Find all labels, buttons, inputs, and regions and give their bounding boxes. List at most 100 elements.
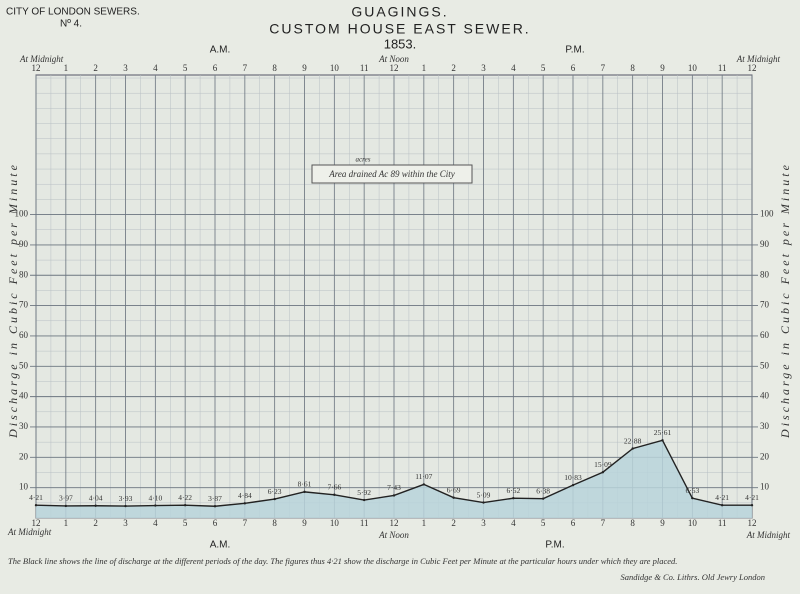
number: Nº 4. bbox=[60, 19, 82, 30]
x-tick-label-top: 8 bbox=[272, 63, 277, 73]
y-tick-label-right: 80 bbox=[760, 269, 770, 279]
x-tick-label: 4 bbox=[153, 518, 158, 528]
point bbox=[64, 504, 68, 508]
noon-bottom: At Noon bbox=[378, 530, 409, 540]
x-tick-label: 12 bbox=[748, 518, 757, 528]
y-tick-label-right: 10 bbox=[760, 482, 770, 492]
area-note: Area drained Ac 89 within the City bbox=[328, 169, 455, 179]
value-label: 8·61 bbox=[298, 480, 312, 489]
x-tick-label-top: 7 bbox=[601, 63, 606, 73]
x-tick-label: 12 bbox=[390, 518, 399, 528]
y-tick-label: 60 bbox=[19, 330, 29, 340]
area-note-unit: acres bbox=[356, 156, 371, 164]
x-tick-label: 1 bbox=[422, 518, 427, 528]
value-label: 3·87 bbox=[208, 494, 222, 503]
value-label: 4·22 bbox=[178, 493, 192, 502]
x-tick-label: 7 bbox=[601, 518, 606, 528]
y-tick-label-right: 90 bbox=[760, 239, 770, 249]
title: GUAGINGS. bbox=[351, 4, 448, 20]
value-label: 10·83 bbox=[564, 473, 582, 482]
x-tick-label-top: 9 bbox=[660, 63, 665, 73]
point bbox=[482, 501, 485, 504]
y-tick-label: 20 bbox=[19, 451, 29, 461]
y-tick-label: 10 bbox=[19, 482, 29, 492]
x-tick-label-top: 2 bbox=[451, 63, 456, 73]
point bbox=[34, 504, 38, 507]
x-tick-label: 12 bbox=[32, 518, 41, 528]
x-tick-label: 5 bbox=[541, 518, 546, 528]
am-top: A.M. bbox=[210, 45, 231, 56]
value-label: 5·09 bbox=[477, 490, 491, 499]
x-tick-label: 2 bbox=[451, 518, 456, 528]
point bbox=[273, 497, 276, 501]
value-label: 6·38 bbox=[536, 486, 550, 495]
y-tick-label: 40 bbox=[19, 391, 29, 401]
x-tick-label-top: 3 bbox=[123, 63, 128, 73]
value-label: 3·93 bbox=[119, 494, 133, 503]
y-tick-label: 70 bbox=[19, 300, 29, 310]
value-label: 7·66 bbox=[327, 482, 341, 491]
value-label: 7·43 bbox=[387, 483, 401, 492]
x-tick-label-top: 9 bbox=[302, 63, 307, 73]
value-label: 22·88 bbox=[624, 436, 642, 445]
value-label: 4·84 bbox=[238, 491, 252, 500]
y-tick-label: 100 bbox=[15, 209, 29, 219]
point bbox=[631, 447, 634, 450]
y-tick-label: 50 bbox=[19, 360, 29, 370]
x-tick-label-top: 11 bbox=[718, 63, 727, 73]
footer-credit: Sandidge & Co. Lithrs. Old Jewry London bbox=[620, 572, 765, 582]
am-bottom: A.M. bbox=[210, 540, 231, 551]
point bbox=[571, 483, 575, 487]
point bbox=[750, 504, 754, 507]
y-label-right: Discharge in Cubic Feet per Minute bbox=[778, 162, 792, 439]
org: CITY OF LONDON SEWERS. bbox=[6, 7, 140, 18]
point bbox=[691, 496, 694, 500]
x-tick-label: 1 bbox=[64, 518, 69, 528]
midnight-bottom-left: At Midnight bbox=[7, 527, 52, 537]
y-tick-label: 80 bbox=[19, 269, 29, 279]
x-tick-label: 4 bbox=[511, 518, 516, 528]
x-tick-label: 6 bbox=[571, 518, 576, 528]
x-tick-label: 2 bbox=[93, 518, 98, 528]
subtitle: CUSTOM HOUSE EAST SEWER. bbox=[269, 21, 530, 37]
x-tick-label: 9 bbox=[660, 518, 665, 528]
point bbox=[601, 471, 605, 474]
point bbox=[303, 490, 306, 494]
x-tick-label-top: 6 bbox=[213, 63, 218, 73]
value-label: 3·97 bbox=[59, 494, 73, 503]
x-tick-label-top: 7 bbox=[243, 63, 248, 73]
value-label: 5·92 bbox=[357, 488, 371, 497]
x-tick-label: 5 bbox=[183, 518, 188, 528]
pm-bottom: P.M. bbox=[545, 540, 564, 551]
midnight-bottom-right: At Midnight bbox=[746, 530, 791, 540]
value-label: 6·53 bbox=[685, 486, 699, 495]
y-label-left: Discharge in Cubic Feet per Minute bbox=[6, 162, 20, 439]
x-tick-label: 8 bbox=[630, 518, 635, 528]
x-tick-label: 3 bbox=[123, 518, 128, 528]
x-tick-label: 10 bbox=[330, 518, 340, 528]
point bbox=[362, 498, 366, 502]
pm-top: P.M. bbox=[565, 45, 584, 56]
y-tick-label: 30 bbox=[19, 421, 29, 431]
x-tick-label: 6 bbox=[213, 518, 218, 528]
y-tick-label-right: 40 bbox=[760, 391, 770, 401]
x-tick-label: 10 bbox=[688, 518, 698, 528]
value-label: 4·04 bbox=[89, 493, 103, 502]
midnight-top-right: At Midnight bbox=[736, 54, 781, 64]
x-tick-label-top: 5 bbox=[541, 63, 546, 73]
point bbox=[94, 504, 97, 507]
area-fill bbox=[36, 440, 752, 518]
x-tick-label: 9 bbox=[302, 518, 307, 528]
x-tick-label-top: 5 bbox=[183, 63, 188, 73]
x-tick-label-top: 12 bbox=[32, 63, 41, 73]
point bbox=[243, 502, 247, 505]
x-tick-label-top: 3 bbox=[481, 63, 486, 73]
x-tick-label-top: 4 bbox=[511, 63, 516, 73]
y-tick-label-right: 50 bbox=[760, 360, 770, 370]
x-tick-label-top: 10 bbox=[688, 63, 698, 73]
y-tick-label-right: 60 bbox=[760, 330, 770, 340]
area-note-box bbox=[311, 164, 473, 184]
value-label: 4·21 bbox=[715, 493, 729, 502]
value-label: 11·07 bbox=[415, 472, 432, 481]
